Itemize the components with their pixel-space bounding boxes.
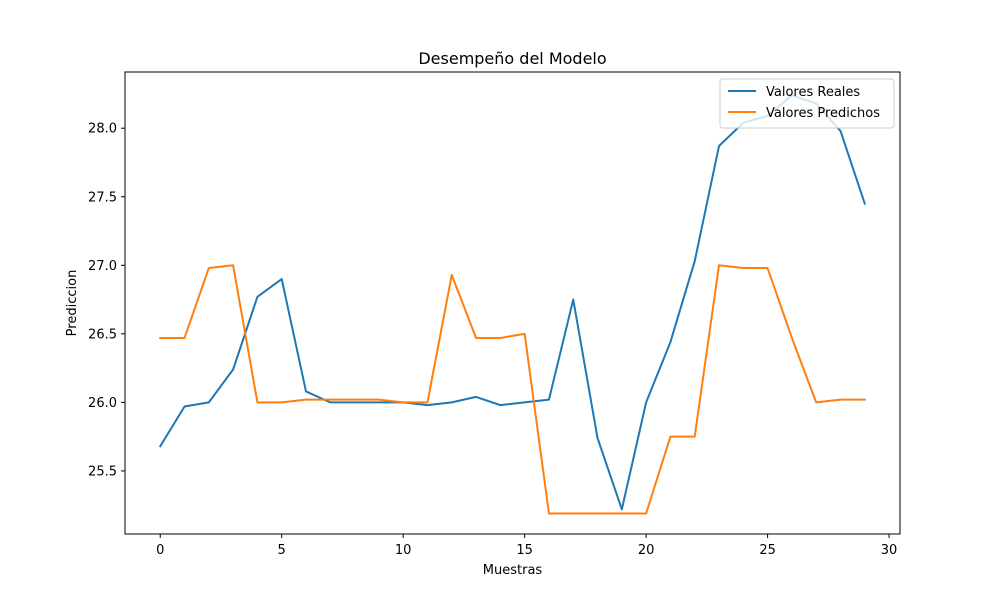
y-tick-label: 25.5	[88, 464, 117, 479]
y-axis: 25.5 26.0 26.5 27.0 27.5 28.0	[88, 122, 125, 479]
y-tick-label: 27.5	[88, 190, 117, 205]
x-tick-label: 15	[516, 543, 533, 558]
y-tick-label: 28.0	[88, 122, 117, 137]
chart-title: Desempeño del Modelo	[418, 49, 606, 68]
plot-frame	[124, 71, 901, 535]
axes-layer	[124, 71, 901, 535]
x-tick-label: 25	[759, 543, 776, 558]
x-tick-label: 30	[881, 543, 898, 558]
legend: Valores Reales Valores Predichos	[719, 78, 895, 129]
x-tick-label: 5	[278, 543, 286, 558]
x-axis: 0 5 10 15 20 25 30	[156, 534, 897, 558]
legend-label-reales: Valores Reales	[766, 85, 860, 100]
series-line-1	[159, 264, 866, 515]
y-tick-label: 26.0	[88, 396, 117, 411]
y-axis-title: Prediccion	[65, 270, 80, 337]
x-tick-label: 20	[638, 543, 655, 558]
plot-area	[125, 72, 900, 534]
y-tick-label: 27.0	[88, 259, 117, 274]
x-tick-label: 0	[156, 543, 164, 558]
y-tick-label: 26.5	[88, 327, 117, 342]
x-tick-label: 10	[395, 543, 412, 558]
x-axis-title: Muestras	[483, 563, 543, 578]
legend-label-predichos: Valores Predichos	[766, 106, 880, 121]
legend-box	[719, 78, 895, 129]
